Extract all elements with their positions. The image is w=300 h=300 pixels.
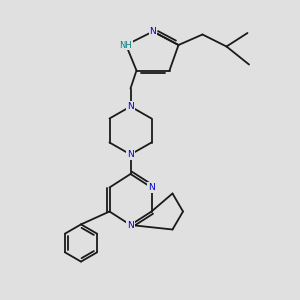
Text: N: N — [127, 220, 134, 230]
Text: N: N — [150, 27, 156, 36]
Text: N: N — [148, 183, 155, 192]
Text: NH: NH — [120, 40, 132, 50]
Text: N: N — [127, 150, 134, 159]
Text: N: N — [127, 102, 134, 111]
